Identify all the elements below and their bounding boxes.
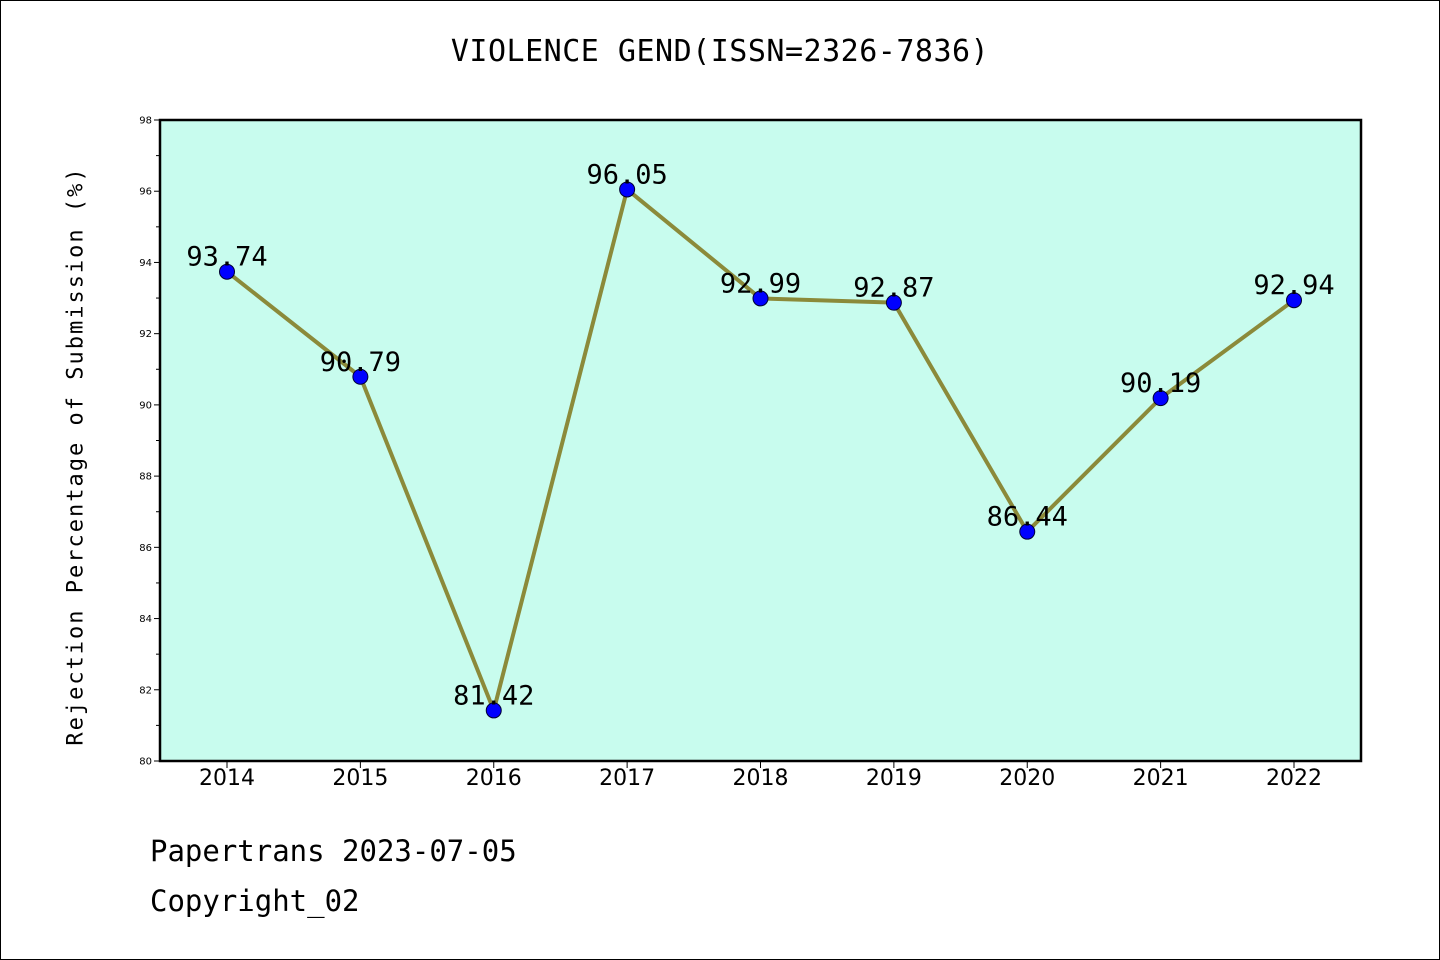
data-label: 90.79 bbox=[320, 347, 401, 378]
data-points bbox=[219, 181, 1302, 719]
data-label: 93.74 bbox=[186, 242, 267, 273]
y-tick-label: 80 bbox=[139, 757, 152, 768]
data-label: 86.44 bbox=[987, 502, 1068, 533]
x-tick-label: 2019 bbox=[866, 766, 922, 791]
data-label: 90.19 bbox=[1120, 368, 1201, 399]
x-tick-label: 2017 bbox=[599, 766, 655, 791]
y-tick-label: 84 bbox=[139, 614, 152, 625]
data-point bbox=[752, 290, 769, 307]
data-point bbox=[1019, 523, 1036, 540]
data-point bbox=[219, 263, 235, 280]
x-tick-label: 2020 bbox=[999, 766, 1055, 791]
x-tick-label: 2022 bbox=[1266, 766, 1322, 791]
x-tick-label: 2018 bbox=[733, 766, 789, 791]
y-tick-label: 94 bbox=[139, 258, 152, 269]
x-axis-ticks: 2014 2015 2016 2017 2018 2019 2020 2021 2022 bbox=[199, 761, 1322, 791]
data-label: 96.05 bbox=[586, 159, 667, 190]
y-axis-ticks: 80 82 84 86 88 90 92 94 96 98 bbox=[139, 116, 160, 768]
data-point bbox=[485, 702, 502, 719]
y-tick-label: 82 bbox=[139, 685, 152, 696]
data-label: 92.99 bbox=[720, 268, 801, 299]
y-tick-label: 88 bbox=[139, 472, 152, 483]
data-point bbox=[885, 294, 902, 311]
data-label: 92.94 bbox=[1253, 270, 1334, 301]
data-point bbox=[1286, 292, 1302, 309]
plot-frame bbox=[158, 118, 1363, 763]
x-tick-label: 2021 bbox=[1133, 766, 1189, 791]
plot-area bbox=[160, 120, 1361, 761]
data-point bbox=[619, 181, 636, 198]
footer-copyright: Copyright_02 bbox=[150, 884, 360, 918]
y-tick-label: 98 bbox=[139, 116, 152, 127]
x-tick-label: 2016 bbox=[466, 766, 522, 791]
y-tick-label: 90 bbox=[139, 400, 152, 411]
chart-title: VIOLENCE GEND(ISSN=2326-7836) bbox=[450, 34, 990, 69]
y-tick-label: 92 bbox=[139, 329, 152, 340]
data-point bbox=[352, 368, 369, 385]
data-label: 81.42 bbox=[453, 680, 534, 711]
data-label: 92.87 bbox=[853, 273, 934, 304]
footer-date: Papertrans 2023-07-05 bbox=[150, 834, 517, 868]
x-tick-label: 2015 bbox=[332, 766, 388, 791]
x-tick-label: 2014 bbox=[199, 766, 255, 791]
data-point bbox=[1152, 390, 1169, 407]
y-tick-label: 86 bbox=[139, 543, 152, 554]
data-labels: 93.74 90.79 81.42 96.05 92.99 92.87 86.44 90.19… bbox=[186, 159, 1334, 711]
y-tick-label: 96 bbox=[139, 187, 152, 198]
